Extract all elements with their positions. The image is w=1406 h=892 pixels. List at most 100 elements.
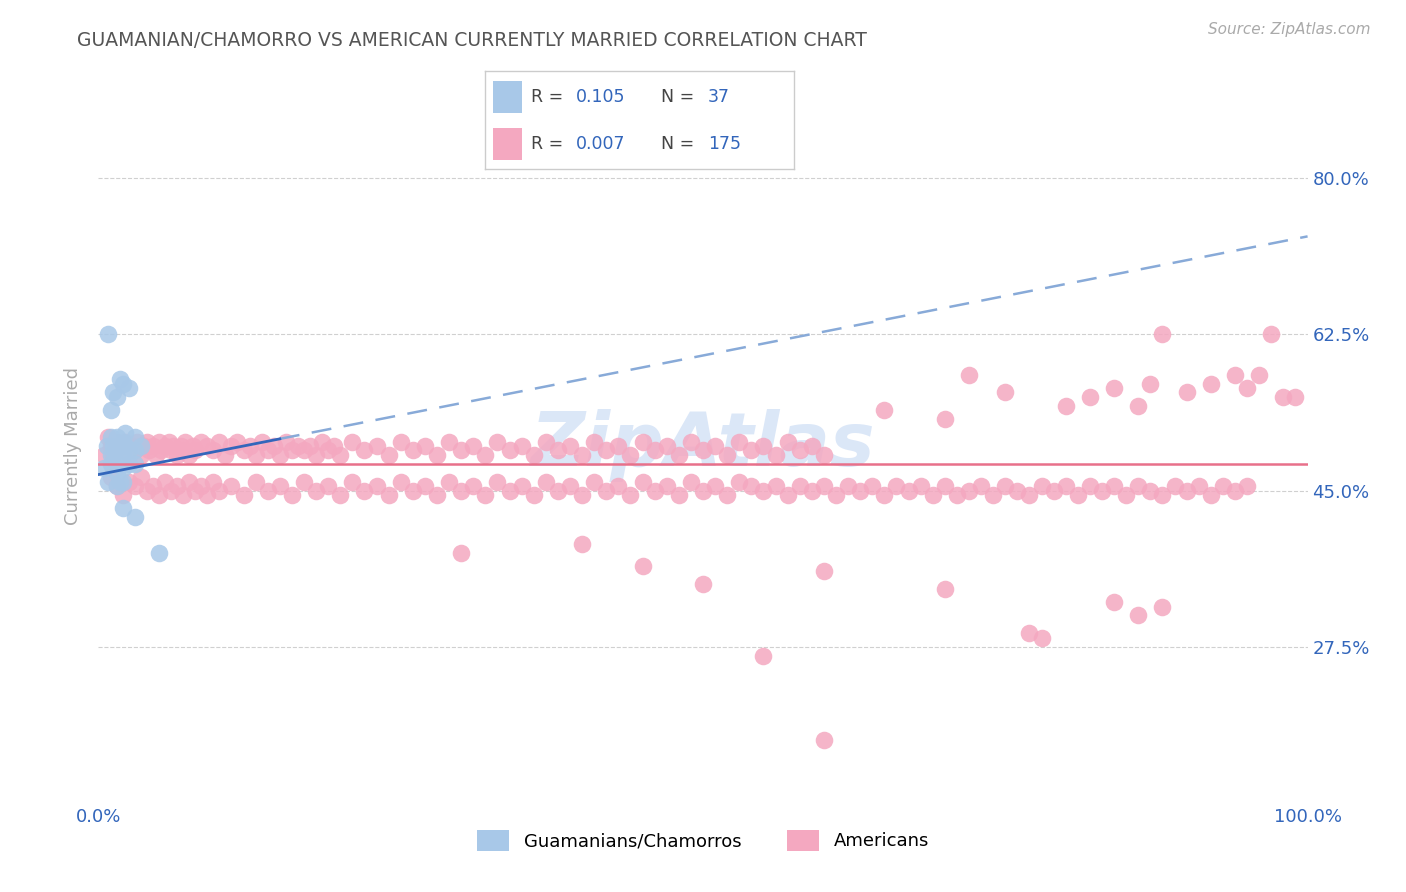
Point bbox=[704, 479, 727, 493]
Point bbox=[800, 483, 823, 498]
Text: N =: N = bbox=[661, 88, 695, 106]
Point bbox=[292, 443, 315, 458]
Point bbox=[160, 443, 183, 458]
Point bbox=[789, 443, 811, 458]
Point bbox=[190, 434, 212, 449]
Point bbox=[1152, 488, 1174, 502]
Point bbox=[111, 488, 134, 502]
Point bbox=[752, 483, 775, 498]
Point bbox=[124, 443, 146, 458]
Point bbox=[1139, 376, 1161, 391]
Point bbox=[994, 385, 1017, 400]
Point bbox=[108, 475, 131, 489]
Point bbox=[250, 434, 273, 449]
Point bbox=[873, 403, 896, 417]
Point bbox=[704, 439, 727, 453]
Point bbox=[813, 448, 835, 462]
Point bbox=[752, 648, 775, 663]
Point bbox=[377, 448, 399, 462]
Point bbox=[571, 488, 593, 502]
Point bbox=[145, 448, 167, 462]
Point bbox=[595, 443, 617, 458]
Point bbox=[813, 733, 835, 747]
Point bbox=[692, 577, 714, 591]
Point bbox=[1284, 390, 1306, 404]
Point bbox=[692, 443, 714, 458]
Point bbox=[323, 439, 346, 453]
Point bbox=[631, 475, 654, 489]
Text: R =: R = bbox=[531, 88, 564, 106]
Point bbox=[105, 430, 128, 444]
Point bbox=[96, 439, 118, 453]
Text: R =: R = bbox=[531, 135, 564, 153]
Point bbox=[523, 488, 546, 502]
Point bbox=[510, 439, 533, 453]
Point bbox=[153, 439, 176, 453]
Point bbox=[118, 381, 141, 395]
Point bbox=[1152, 327, 1174, 342]
Bar bbox=[492, 81, 522, 112]
Point bbox=[413, 479, 436, 493]
Point bbox=[486, 475, 509, 489]
Point bbox=[571, 448, 593, 462]
Point bbox=[366, 479, 388, 493]
Point bbox=[402, 443, 425, 458]
Point bbox=[389, 475, 412, 489]
Point bbox=[765, 448, 787, 462]
Point bbox=[118, 457, 141, 471]
Point bbox=[1031, 631, 1053, 645]
Point bbox=[111, 376, 134, 391]
Point bbox=[269, 479, 291, 493]
Point bbox=[1212, 479, 1234, 493]
Point bbox=[256, 483, 278, 498]
Point bbox=[437, 475, 460, 489]
Point bbox=[1091, 483, 1114, 498]
Point bbox=[1199, 376, 1222, 391]
Point bbox=[1199, 488, 1222, 502]
Point bbox=[825, 488, 848, 502]
Point bbox=[263, 439, 285, 453]
Point bbox=[292, 475, 315, 489]
Point bbox=[1102, 479, 1125, 493]
Point bbox=[921, 488, 943, 502]
Point bbox=[202, 475, 225, 489]
Point bbox=[232, 443, 254, 458]
Point bbox=[1018, 626, 1040, 640]
Point bbox=[245, 448, 267, 462]
Point bbox=[1042, 483, 1064, 498]
Point bbox=[655, 439, 678, 453]
Point bbox=[93, 461, 115, 475]
Point bbox=[1102, 381, 1125, 395]
Point bbox=[981, 488, 1004, 502]
Point bbox=[221, 479, 243, 493]
Point bbox=[118, 448, 141, 462]
Point bbox=[1260, 327, 1282, 342]
Point bbox=[607, 439, 630, 453]
Text: 0.007: 0.007 bbox=[576, 135, 626, 153]
Point bbox=[402, 483, 425, 498]
Point bbox=[1078, 479, 1101, 493]
Point bbox=[111, 439, 134, 453]
Point bbox=[1067, 488, 1090, 502]
Point bbox=[789, 479, 811, 493]
Point bbox=[1188, 479, 1211, 493]
Point bbox=[124, 457, 146, 471]
Point bbox=[644, 443, 666, 458]
Text: Source: ZipAtlas.com: Source: ZipAtlas.com bbox=[1208, 22, 1371, 37]
Point bbox=[679, 434, 702, 449]
Point bbox=[631, 434, 654, 449]
Point bbox=[1128, 399, 1150, 413]
Point bbox=[463, 479, 485, 493]
Point bbox=[135, 483, 157, 498]
Point bbox=[607, 479, 630, 493]
Point bbox=[1175, 483, 1198, 498]
Point bbox=[534, 475, 557, 489]
Point bbox=[547, 483, 569, 498]
Point bbox=[1223, 368, 1246, 382]
Point bbox=[148, 488, 170, 502]
Point bbox=[269, 448, 291, 462]
Point bbox=[97, 475, 120, 489]
Point bbox=[426, 488, 449, 502]
Bar bbox=[492, 128, 522, 160]
Point bbox=[1272, 390, 1295, 404]
